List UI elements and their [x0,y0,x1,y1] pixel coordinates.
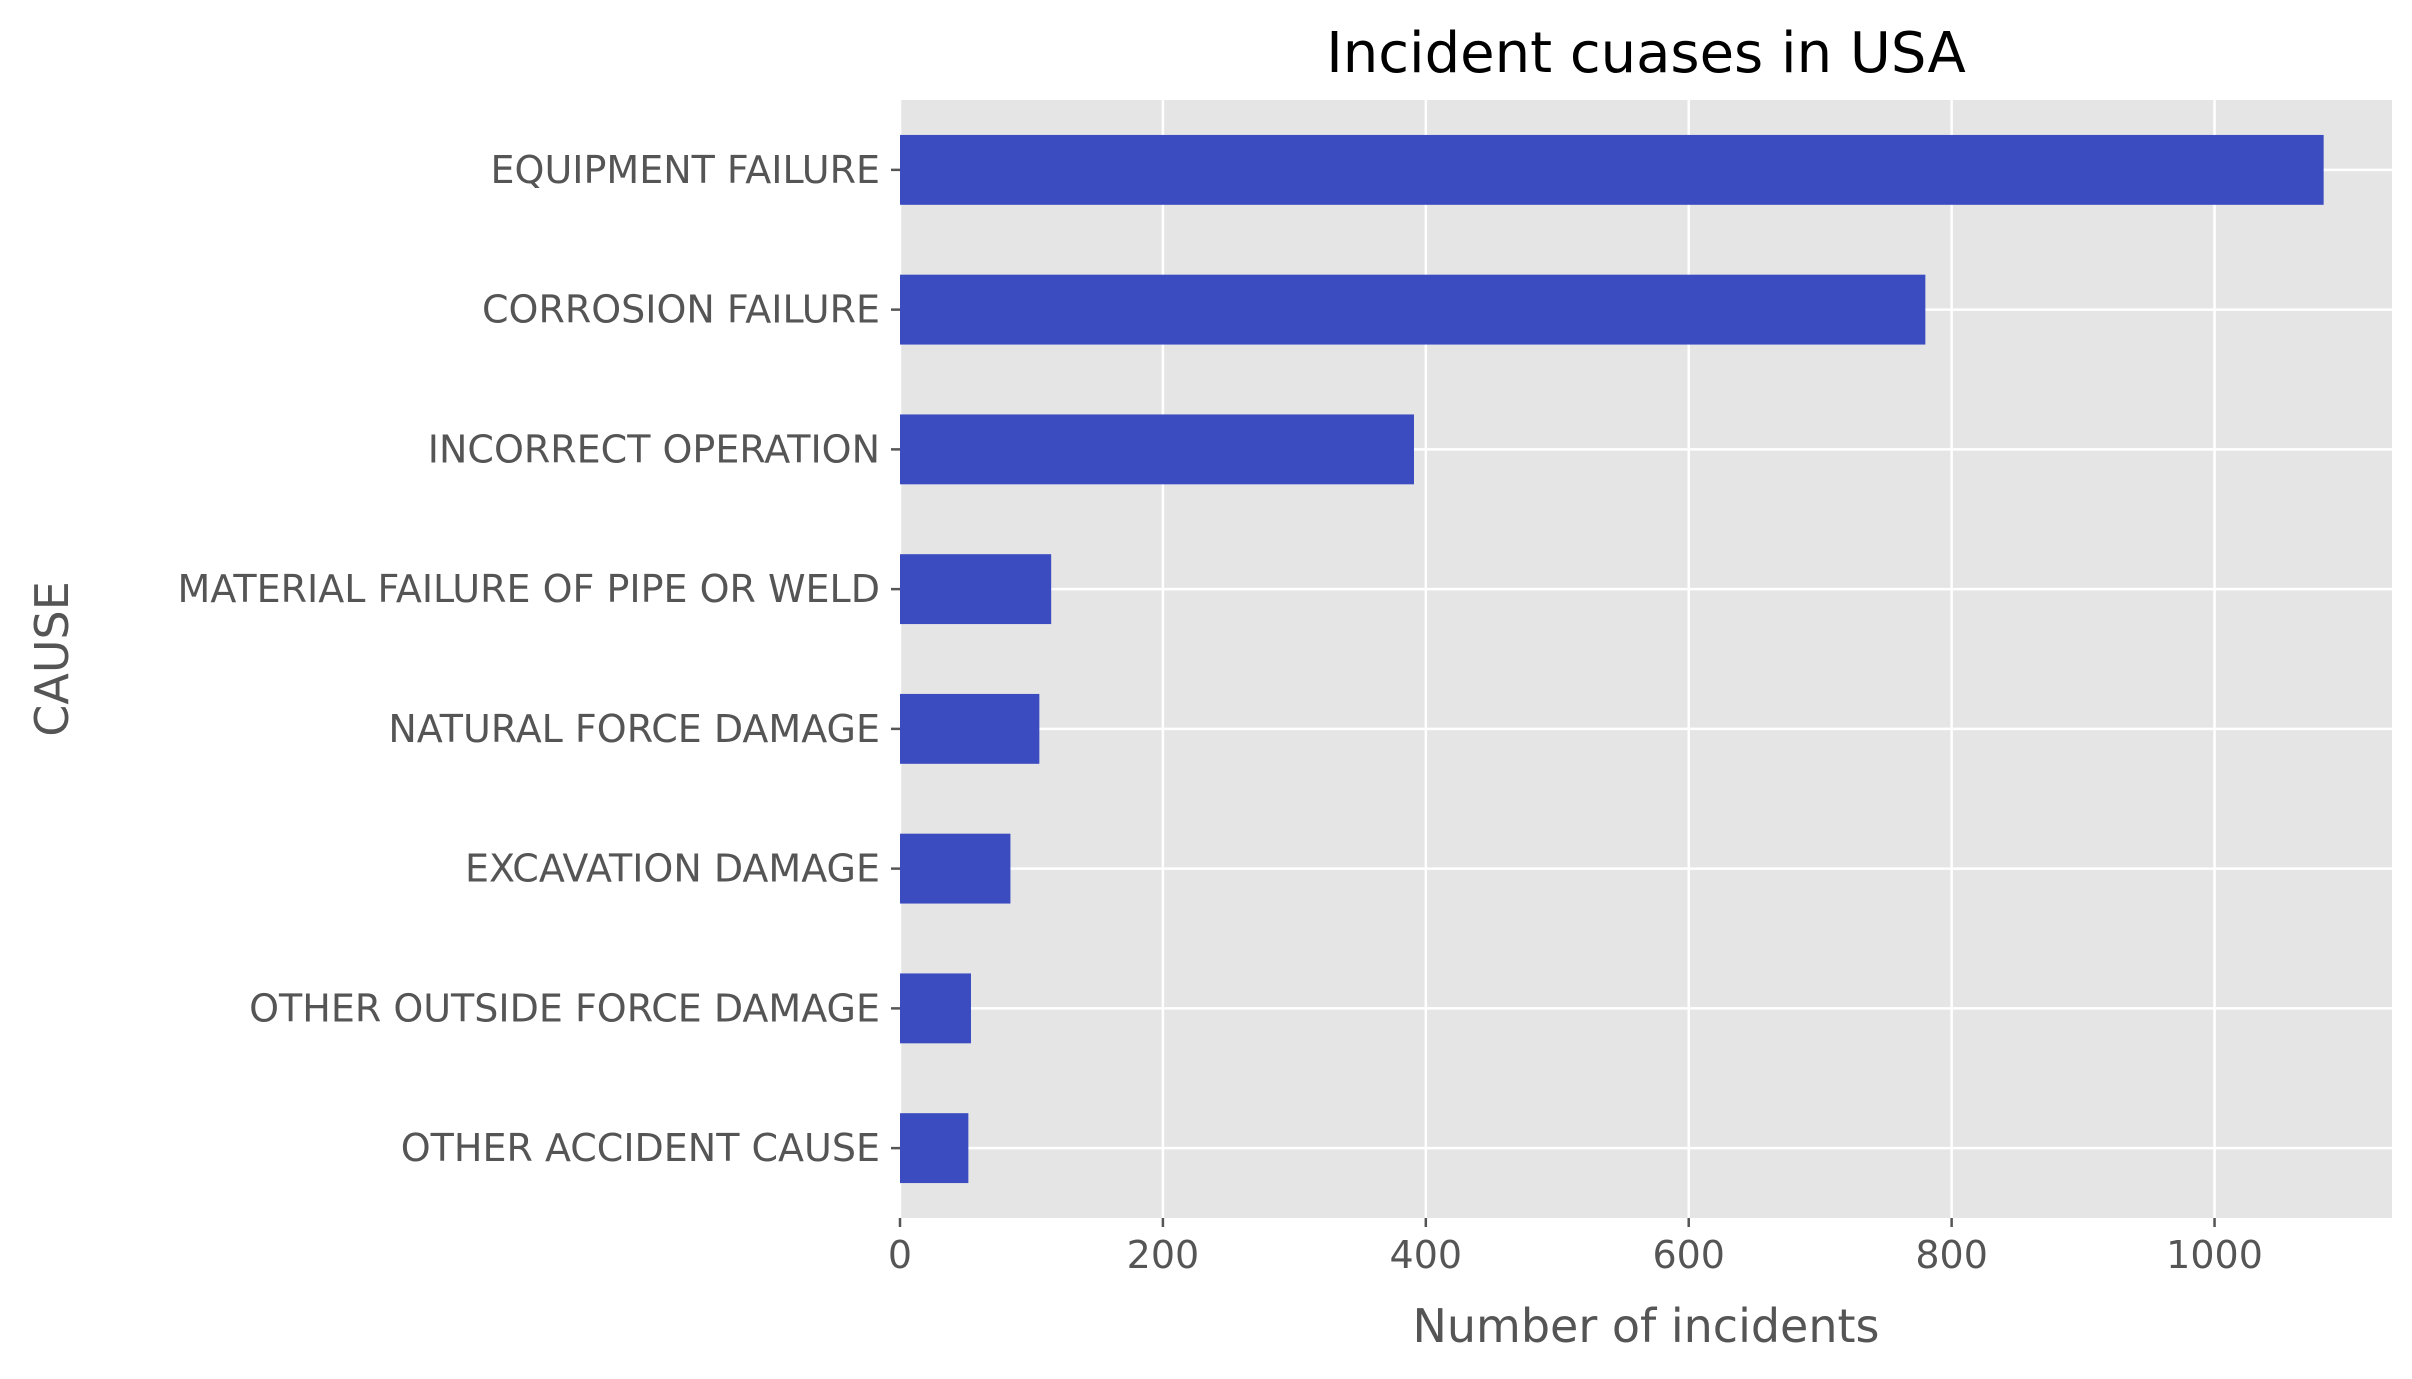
y-tick-label: EXCAVATION DAMAGE [465,847,880,891]
bar [900,833,1011,904]
y-tick-label: EQUIPMENT FAILURE [491,148,880,192]
chart-title: Incident cuases in USA [1326,21,1966,86]
y-tick-label: OTHER ACCIDENT CAUSE [401,1126,880,1170]
x-tick-label: 800 [1915,1233,1988,1277]
bar [900,414,1414,485]
bars [900,134,2324,1184]
y-axis-label: CAUSE [25,581,79,737]
bar [900,274,1926,345]
bar [900,693,1040,764]
x-axis-label: Number of incidents [1412,1299,1879,1353]
bar [900,1113,969,1184]
y-tick-label: MATERIAL FAILURE OF PIPE OR WELD [178,567,880,611]
y-tick-label: CORROSION FAILURE [482,288,880,332]
x-tick-label: 200 [1127,1233,1200,1277]
y-tick-label: OTHER OUTSIDE FORCE DAMAGE [249,986,880,1030]
grid-lines [898,100,2392,1218]
bar [900,134,2324,205]
x-tick-label: 0 [888,1233,912,1277]
plot-background [900,100,2392,1218]
x-tick-label: 400 [1390,1233,1463,1277]
x-tick-label: 1000 [2166,1233,2263,1277]
axis-ticks: 0 200 400 600 800 1000 EQUIPMENT FAILURE CORROS… [178,148,2263,1277]
y-tick-label: NATURAL FORCE DAMAGE [388,707,880,751]
x-tick-label: 600 [1652,1233,1725,1277]
bar [900,554,1052,625]
y-tick-label: INCORRECT OPERATION [428,427,880,471]
bar [900,973,971,1044]
